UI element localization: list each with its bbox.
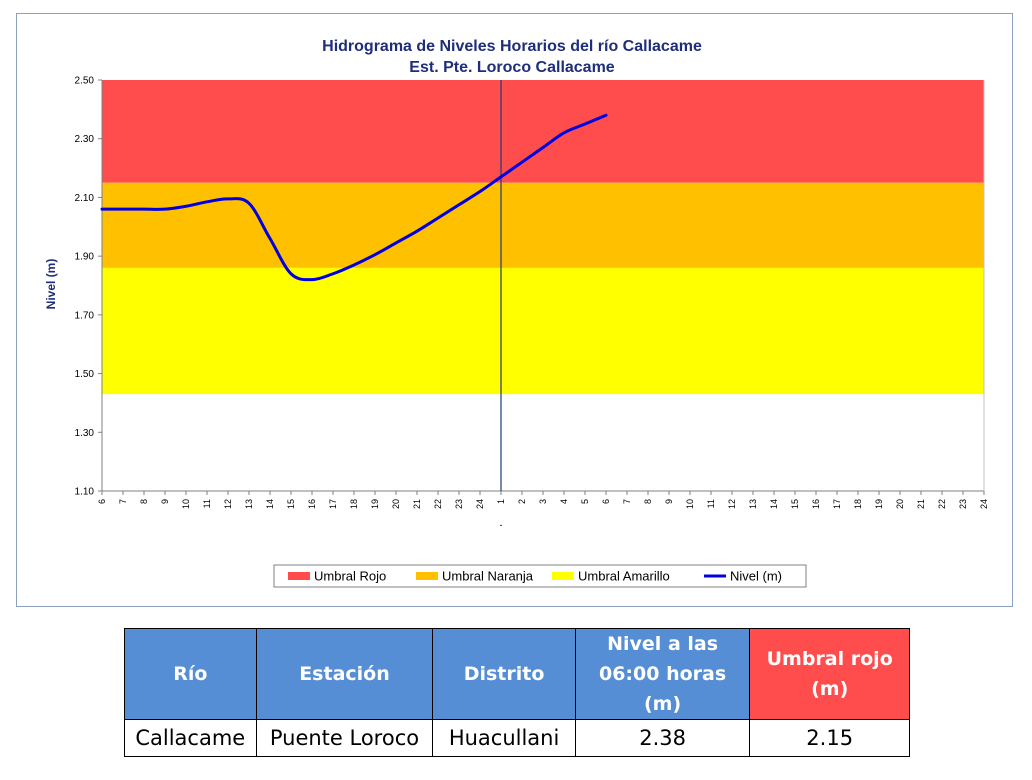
chart-container: Hidrograma de Niveles Horarios del río C… xyxy=(16,13,1013,607)
y-tick-label: 1.50 xyxy=(75,369,95,380)
header-estacion: Estación xyxy=(255,628,434,720)
x-tick-label: 18 xyxy=(349,499,359,509)
x-tick-label: 21 xyxy=(916,499,926,509)
series-line-0 xyxy=(100,113,608,282)
legend-swatch xyxy=(288,572,310,580)
chart-subtitle: Est. Pte. Loroco Callacame xyxy=(409,59,615,76)
x-tick-label: 13 xyxy=(244,499,254,509)
legend-label: Umbral Rojo xyxy=(314,569,386,584)
cell-nivel: 2.38 xyxy=(574,719,751,757)
x-tick-label: 7 xyxy=(622,499,632,504)
x-tick-label: 14 xyxy=(769,499,779,509)
x-tick-label: 12 xyxy=(727,499,737,509)
x-tick-label: 20 xyxy=(391,499,401,509)
y-axis-ticks: 1.10 1.30 1.50 1.70 1.90 2.10 2.30 2.50 xyxy=(75,76,102,498)
x-tick-label: 17 xyxy=(328,499,338,509)
header-distrito: Distrito xyxy=(432,628,576,720)
x-tick-label: 23 xyxy=(958,499,968,509)
x-tick-label: 10 xyxy=(181,499,191,509)
y-axis-label: Nivel (m) xyxy=(44,259,58,310)
cell-rio: Callacame xyxy=(124,719,257,757)
station-summary-table: Río Estación Distrito Nivel a las 06:00 … xyxy=(124,628,910,757)
band-1 xyxy=(102,182,984,268)
header-umbral-rojo: Umbral rojo (m) xyxy=(749,628,910,720)
header-rio: Río xyxy=(124,628,257,720)
x-tick-label: 7 xyxy=(118,499,128,504)
x-tick-label: 21 xyxy=(412,499,422,509)
x-tick-label: 11 xyxy=(202,499,212,508)
x-axis-ticks: 6 7 8 9 10 11 12 13 14 15 16 17 18 19 20 21 22 23 24 1 2 3 4 5 6… xyxy=(97,491,989,530)
x-tick-label: 14 xyxy=(265,499,275,509)
y-tick-label: 2.10 xyxy=(75,193,95,204)
x-tick-label: 22 xyxy=(433,499,443,509)
x-tick-label: 2 xyxy=(517,499,527,504)
x-tick-label: 16 xyxy=(307,499,317,509)
x-tick-label: 22 xyxy=(937,499,947,509)
cell-umbral-rojo: 2.15 xyxy=(749,719,910,757)
header-nivel: Nivel a las 06:00 horas (m) xyxy=(574,628,751,720)
x-tick-label: 1 xyxy=(496,499,506,504)
x-tick-label: 13 xyxy=(748,499,758,509)
x-tick-label: 8 xyxy=(139,499,149,504)
series-layer xyxy=(100,80,608,491)
cell-distrito: Huacullani xyxy=(432,719,576,757)
chart-legend: Umbral Rojo Umbral Naranja Umbral Amarillo… xyxy=(273,564,807,588)
x-tick-label: 24 xyxy=(475,499,485,509)
band-2 xyxy=(102,267,984,395)
x-tick-label: 9 xyxy=(664,499,674,504)
x-tick-label: 15 xyxy=(286,499,296,509)
threshold-bands xyxy=(102,80,984,395)
table-header-row: Río Estación Distrito Nivel a las 06:00 … xyxy=(124,628,910,720)
x-tick-label: 15 xyxy=(790,499,800,509)
x-tick-label: 3 xyxy=(538,499,548,504)
legend-swatch xyxy=(416,572,438,580)
x-tick-label: 6 xyxy=(97,499,107,504)
x-tick-label: 11 xyxy=(706,499,716,508)
x-extra-label: - xyxy=(500,520,503,530)
legend-label: Nivel (m) xyxy=(730,569,782,584)
x-tick-label: 23 xyxy=(454,499,464,509)
cell-estacion: Puente Loroco xyxy=(255,719,434,757)
x-tick-label: 8 xyxy=(643,499,653,504)
x-tick-label: 24 xyxy=(979,499,989,509)
y-tick-label: 2.50 xyxy=(75,76,95,87)
x-tick-label: 6 xyxy=(601,499,611,504)
table-row: Callacame Puente Loroco Huacullani 2.38 … xyxy=(124,719,910,757)
legend-frame xyxy=(273,564,807,588)
x-tick-label: 18 xyxy=(853,499,863,509)
hydrograph-chart: Hidrograma de Niveles Horarios del río C… xyxy=(44,38,989,588)
legend-label: Umbral Naranja xyxy=(442,569,534,584)
x-tick-label: 4 xyxy=(559,499,569,504)
band-0 xyxy=(102,80,984,183)
legend-swatch xyxy=(552,572,574,580)
x-tick-label: 19 xyxy=(370,499,380,509)
y-tick-label: 1.70 xyxy=(75,310,95,321)
x-tick-label: 12 xyxy=(223,499,233,509)
x-tick-label: 20 xyxy=(895,499,905,509)
y-tick-label: 1.30 xyxy=(75,428,95,439)
legend-label: Umbral Amarillo xyxy=(578,569,670,584)
y-tick-label: 2.30 xyxy=(75,134,95,145)
x-tick-label: 9 xyxy=(160,499,170,504)
chart-title: Hidrograma de Niveles Horarios del río C… xyxy=(322,38,702,55)
x-tick-label: 17 xyxy=(832,499,842,509)
y-tick-label: 1.90 xyxy=(75,252,95,263)
x-tick-label: 16 xyxy=(811,499,821,509)
y-tick-label: 1.10 xyxy=(75,487,95,498)
x-tick-label: 19 xyxy=(874,499,884,509)
x-tick-label: 10 xyxy=(685,499,695,509)
x-tick-label: 5 xyxy=(580,499,590,504)
